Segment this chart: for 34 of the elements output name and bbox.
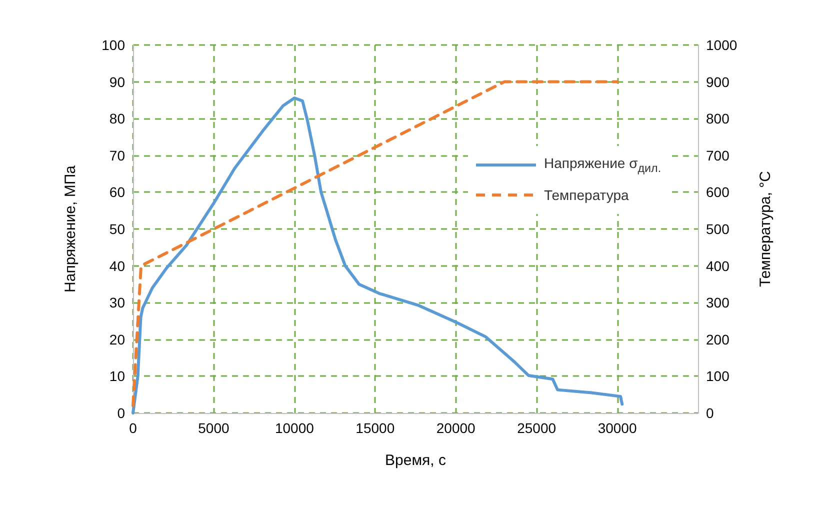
- legend-label: Напряжение σ$_{дил.}$: [544, 155, 662, 175]
- y2-tick-label: 600: [706, 184, 730, 200]
- y-tick-label: 30: [109, 294, 126, 311]
- y-tick-label: 90: [109, 74, 126, 90]
- x-tick-label: 20000: [436, 420, 476, 436]
- x-tick-label: 30000: [598, 420, 637, 436]
- y2-tick-label: 800: [706, 110, 730, 127]
- x-tick-label: 25000: [517, 420, 556, 436]
- x-tick-label: 5000: [198, 420, 230, 436]
- y2-tick-label: 400: [706, 258, 730, 274]
- x-tick-label: 10000: [274, 420, 314, 436]
- y-tick-label: 20: [109, 331, 126, 348]
- y-tick-label: 80: [109, 110, 126, 127]
- legend-label: Температура: [544, 187, 629, 203]
- y2-tick-label: 1000: [706, 37, 738, 53]
- x-tick-label: 15000: [356, 420, 395, 436]
- y2-tick-label: 900: [706, 74, 730, 90]
- y-tick-label: 40: [109, 258, 126, 274]
- y-axis-title: Напряжение, МПа: [62, 164, 79, 292]
- y-tick-label: 50: [109, 221, 126, 237]
- y2-tick-label: 500: [706, 221, 730, 237]
- y-tick-label: 100: [102, 37, 126, 53]
- y2-tick-label: 300: [706, 294, 730, 311]
- y-tick-label: 70: [109, 147, 126, 164]
- y2-tick-label: 100: [706, 368, 730, 384]
- y2-tick-label: 0: [706, 405, 714, 421]
- y-tick-label: 0: [117, 405, 126, 421]
- y2-tick-label: 700: [706, 147, 730, 164]
- y2-axis-title: Температура, °C: [757, 170, 774, 288]
- y-tick-label: 10: [109, 368, 126, 384]
- x-tick-label: 0: [129, 420, 138, 436]
- y2-tick-label: 200: [706, 331, 730, 348]
- x-axis-title: Время, с: [385, 452, 446, 469]
- y-tick-label: 60: [109, 184, 126, 200]
